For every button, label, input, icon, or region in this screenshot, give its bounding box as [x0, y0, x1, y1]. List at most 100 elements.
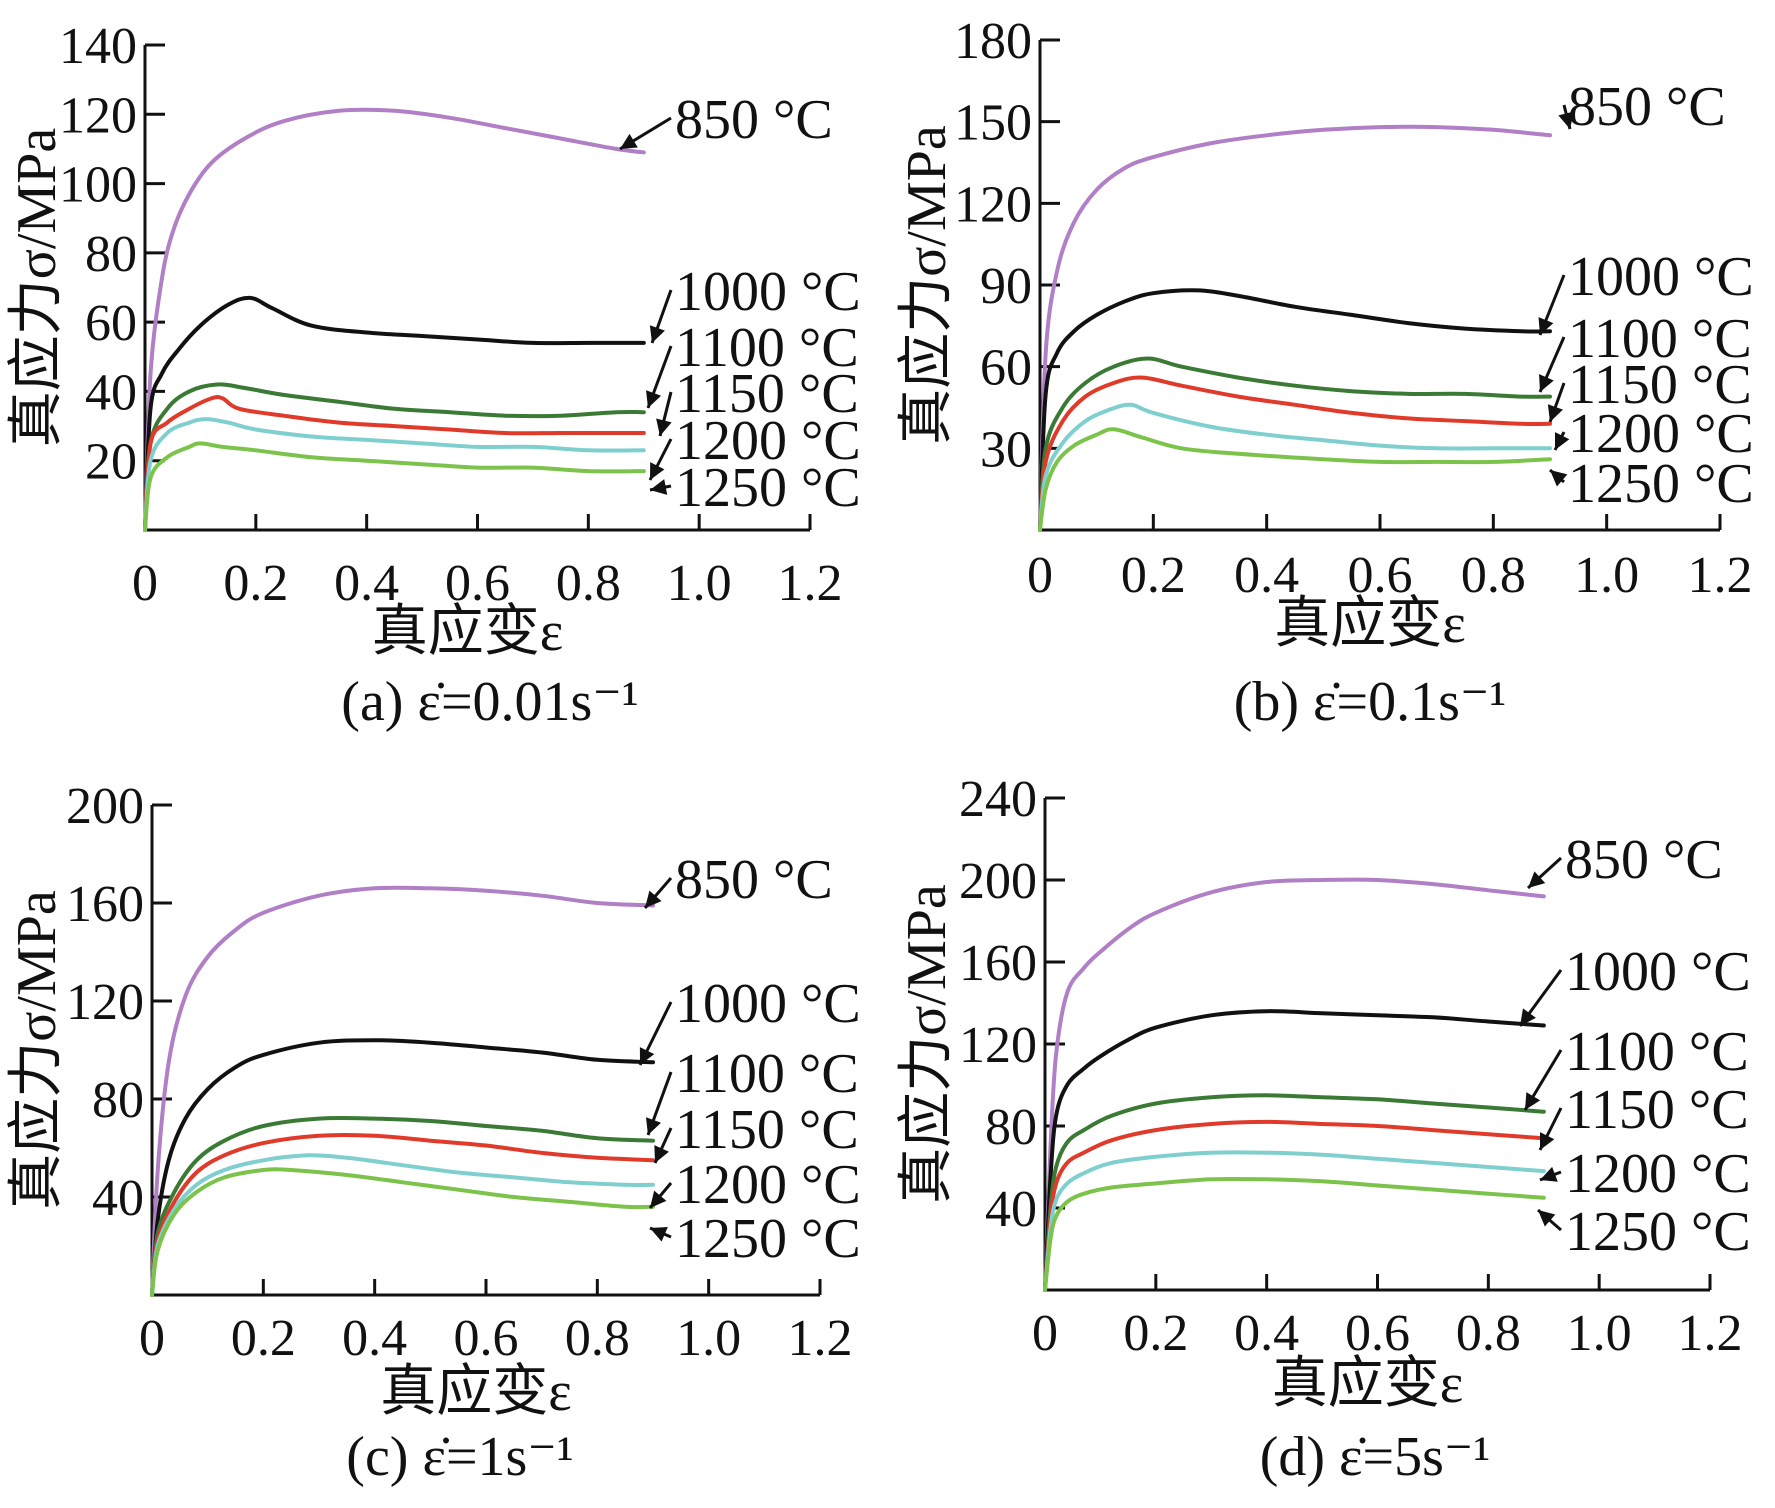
- temperature-label: 1000 °C: [1565, 941, 1751, 1003]
- y-axis-title: 真应力σ/MPa: [6, 128, 68, 448]
- y-tick-label: 20: [85, 434, 137, 491]
- x-tick-label: 0: [132, 555, 158, 612]
- y-tick-label: 40: [85, 364, 137, 421]
- annotation-arrowhead: [639, 1047, 655, 1065]
- temperature-label: 850 °C: [1568, 76, 1726, 138]
- x-tick-label: 0.4: [1234, 1305, 1299, 1362]
- y-tick-label: 160: [66, 876, 144, 933]
- x-tick-label: 0.2: [231, 1310, 296, 1367]
- series-line-1100c: [1043, 1093, 1546, 1292]
- temperature-label: 1100 °C: [1565, 1021, 1749, 1083]
- series-line-1250c: [1038, 427, 1552, 532]
- y-tick-label: 180: [954, 13, 1032, 70]
- series-line-1150c: [143, 395, 646, 532]
- series-line-1000c: [1038, 288, 1552, 532]
- y-tick-label: 200: [66, 778, 144, 835]
- x-tick-label: 0.6: [1348, 547, 1413, 604]
- annotation-arrowhead: [1540, 1166, 1558, 1182]
- x-tick-label: 1.2: [1688, 547, 1753, 604]
- annotation-arrowhead: [1555, 432, 1570, 450]
- temperature-label: 1200 °C: [1568, 403, 1754, 465]
- temperature-label: 1250 °C: [675, 457, 861, 519]
- annotation-arrowhead: [645, 890, 662, 908]
- annotation-arrowhead: [650, 462, 665, 480]
- y-tick-label: 120: [954, 176, 1032, 233]
- annotation-arrowhead: [645, 1117, 662, 1135]
- series-line-1000c: [1043, 1009, 1546, 1292]
- y-tick-label: 60: [980, 340, 1032, 397]
- x-tick-label: 0.4: [334, 555, 399, 612]
- x-tick-label: 0.6: [445, 555, 510, 612]
- y-tick-label: 120: [59, 87, 137, 144]
- temperature-label: 1000 °C: [675, 261, 861, 323]
- temperature-label: 1100 °C: [675, 317, 859, 379]
- x-axis-title: 真应变ε: [1274, 593, 1466, 655]
- x-tick-label: 0: [1027, 547, 1053, 604]
- y-tick-label: 90: [980, 258, 1032, 315]
- temperature-label: 850 °C: [675, 89, 833, 151]
- temperature-label: 1200 °C: [675, 1154, 861, 1216]
- x-tick-label: 0.8: [1456, 1305, 1521, 1362]
- x-tick-label: 1.2: [1678, 1305, 1743, 1362]
- x-tick-label: 0: [139, 1310, 165, 1367]
- x-tick-label: 1.2: [778, 555, 843, 612]
- x-tick-label: 0: [1032, 1305, 1058, 1362]
- annotation-arrowhead: [650, 1226, 668, 1242]
- temperature-label: 850 °C: [1565, 829, 1723, 891]
- annotation-arrowhead: [1550, 470, 1568, 487]
- x-axis-title: 真应变ε: [1272, 1353, 1464, 1415]
- temperature-label: 1000 °C: [1568, 246, 1754, 308]
- annotation-arrowhead: [650, 479, 668, 495]
- series-line-1100c: [143, 382, 646, 532]
- temperature-label: 1200 °C: [675, 410, 861, 472]
- panel-caption: (d) ε̇=5s⁻¹: [1260, 1426, 1491, 1488]
- panel-d: 0 0.2 0.4 0.6 0.8 1.0 1.2 40 80 120 160 200 240 真应变ε 真…: [896, 771, 1751, 1488]
- temperature-label: 1150 °C: [1568, 354, 1752, 416]
- temperature-label: 1100 °C: [675, 1043, 859, 1105]
- annotation-arrowhead: [1558, 111, 1574, 129]
- y-axis-title: 真应力σ/MPa: [6, 890, 68, 1210]
- series-line-1100c: [1038, 356, 1552, 532]
- y-tick-label: 100: [59, 157, 137, 214]
- y-tick-label: 40: [985, 1181, 1037, 1238]
- x-tick-label: 1.2: [788, 1310, 853, 1367]
- y-tick-label: 80: [92, 1072, 144, 1129]
- x-tick-label: 0.8: [1461, 547, 1526, 604]
- temperature-label: 1150 °C: [675, 363, 859, 425]
- series-line-850c: [143, 107, 646, 532]
- series-line-1200c: [1038, 402, 1552, 532]
- series-line-850c: [1038, 124, 1552, 532]
- temperature-label: 1150 °C: [675, 1099, 859, 1161]
- series-line-1250c: [143, 441, 646, 532]
- annotation-arrowhead: [1538, 1210, 1556, 1227]
- series-line-1250c: [1043, 1176, 1546, 1292]
- series-line-850c: [1043, 877, 1546, 1292]
- series-line-850c: [150, 885, 655, 1297]
- series-line-1000c: [143, 295, 646, 532]
- x-tick-label: 0.8: [565, 1310, 630, 1367]
- y-tick-label: 120: [66, 974, 144, 1031]
- y-tick-label: 30: [980, 421, 1032, 478]
- x-tick-label: 0.8: [556, 555, 621, 612]
- series-line-1150c: [150, 1132, 655, 1297]
- y-tick-label: 140: [59, 18, 137, 75]
- y-tick-label: 150: [954, 95, 1032, 152]
- y-tick-label: 120: [959, 1017, 1037, 1074]
- y-tick-label: 80: [85, 226, 137, 283]
- annotation-arrowhead: [1538, 317, 1554, 335]
- temperature-label: 1250 °C: [675, 1208, 861, 1270]
- x-tick-label: 1.0: [1574, 547, 1639, 604]
- panel-caption: (c) ε̇=1s⁻¹: [346, 1426, 573, 1488]
- annotation-arrowhead: [1539, 374, 1554, 392]
- y-tick-label: 80: [985, 1099, 1037, 1156]
- annotation-arrowhead: [654, 1145, 669, 1163]
- x-tick-label: 0.2: [1123, 1305, 1188, 1362]
- panel-caption: (a) ε̇=0.01s⁻¹: [341, 671, 638, 733]
- y-tick-label: 40: [92, 1170, 144, 1227]
- series-line-1200c: [143, 417, 646, 532]
- temperature-label: 1150 °C: [1565, 1079, 1749, 1141]
- annotation-arrowhead: [1520, 1008, 1536, 1026]
- series-line-1100c: [150, 1115, 655, 1297]
- y-axis-title: 真应力σ/MPa: [896, 884, 958, 1204]
